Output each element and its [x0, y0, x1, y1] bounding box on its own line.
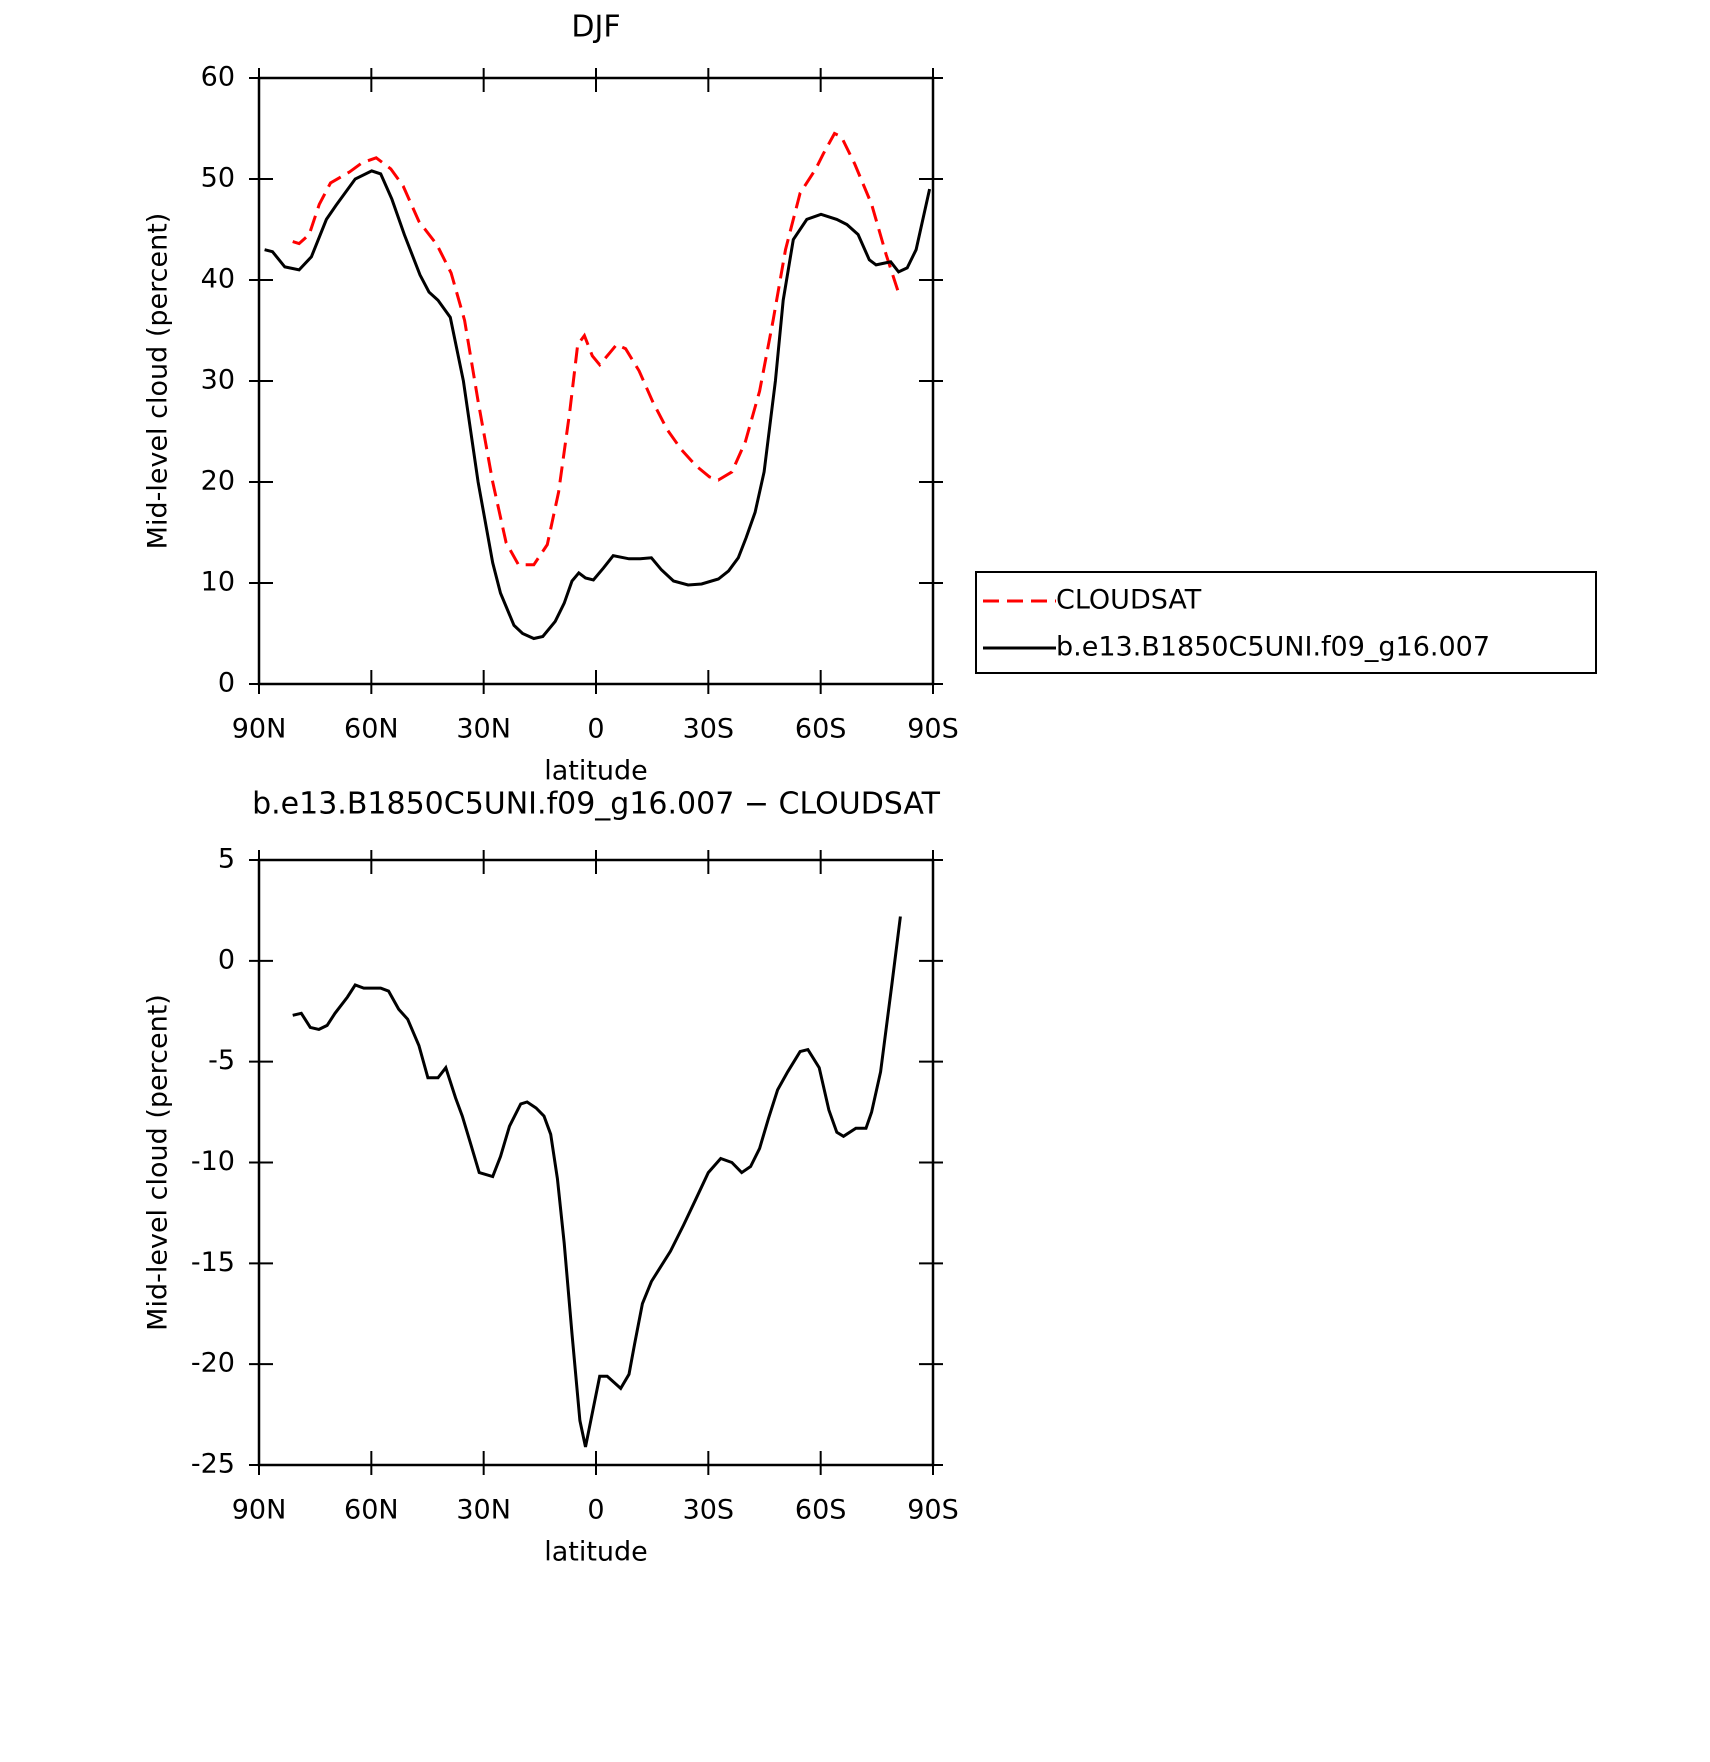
- y-tick-label: 0: [218, 668, 235, 699]
- y-tick-label: 0: [218, 944, 235, 975]
- x-axis-label: latitude: [544, 756, 648, 787]
- y-tick-label: 20: [201, 466, 235, 497]
- y-tick-label: 10: [201, 567, 235, 598]
- x-tick-label: 30S: [683, 714, 735, 745]
- x-tick-label: 90S: [907, 1495, 959, 1526]
- legend-box: [975, 571, 1597, 674]
- y-tick-label: -25: [191, 1449, 235, 1480]
- y-tick-label: 40: [201, 264, 235, 295]
- y-tick-label: -5: [208, 1045, 235, 1076]
- x-axis-label: latitude: [544, 1537, 648, 1568]
- x-tick-label: 60S: [795, 1495, 847, 1526]
- x-tick-label: 0: [587, 714, 604, 745]
- x-tick-label: 90N: [232, 1495, 287, 1526]
- x-tick-label: 60N: [344, 714, 399, 745]
- chart-title: DJF: [571, 10, 620, 45]
- y-tick-label: -10: [191, 1146, 235, 1177]
- y-axis-label: Mid-level cloud (percent): [143, 213, 174, 550]
- y-tick-label: 30: [201, 365, 235, 396]
- chart-title: b.e13.B1850C5UNI.f09_g16.007 − CLOUDSAT: [252, 787, 941, 822]
- x-tick-label: 60N: [344, 1495, 399, 1526]
- series-line: [264, 169, 932, 641]
- y-tick-label: -20: [191, 1348, 235, 1379]
- x-tick-label: 90S: [907, 714, 959, 745]
- series-line: [292, 131, 901, 567]
- y-tick-label: -15: [191, 1247, 235, 1278]
- x-tick-label: 60S: [795, 714, 847, 745]
- series-line: [292, 916, 902, 1448]
- x-tick-label: 30N: [456, 714, 511, 745]
- y-axis-label: Mid-level cloud (percent): [143, 994, 174, 1331]
- plot-frame: [257, 858, 935, 1467]
- x-tick-label: 0: [587, 1495, 604, 1526]
- plot-frame: [257, 76, 935, 686]
- y-tick-label: 50: [201, 163, 235, 194]
- y-tick-label: 5: [218, 844, 235, 875]
- legend-label: CLOUDSAT: [1056, 585, 1202, 616]
- y-tick-label: 60: [201, 62, 235, 93]
- x-tick-label: 30N: [456, 1495, 511, 1526]
- x-tick-label: 90N: [232, 714, 287, 745]
- x-tick-label: 30S: [683, 1495, 735, 1526]
- legend-label: b.e13.B1850C5UNI.f09_g16.007: [1056, 632, 1490, 663]
- legend: CLOUDSAT b.e13.B1850C5UNI.f09_g16.007: [975, 571, 1597, 674]
